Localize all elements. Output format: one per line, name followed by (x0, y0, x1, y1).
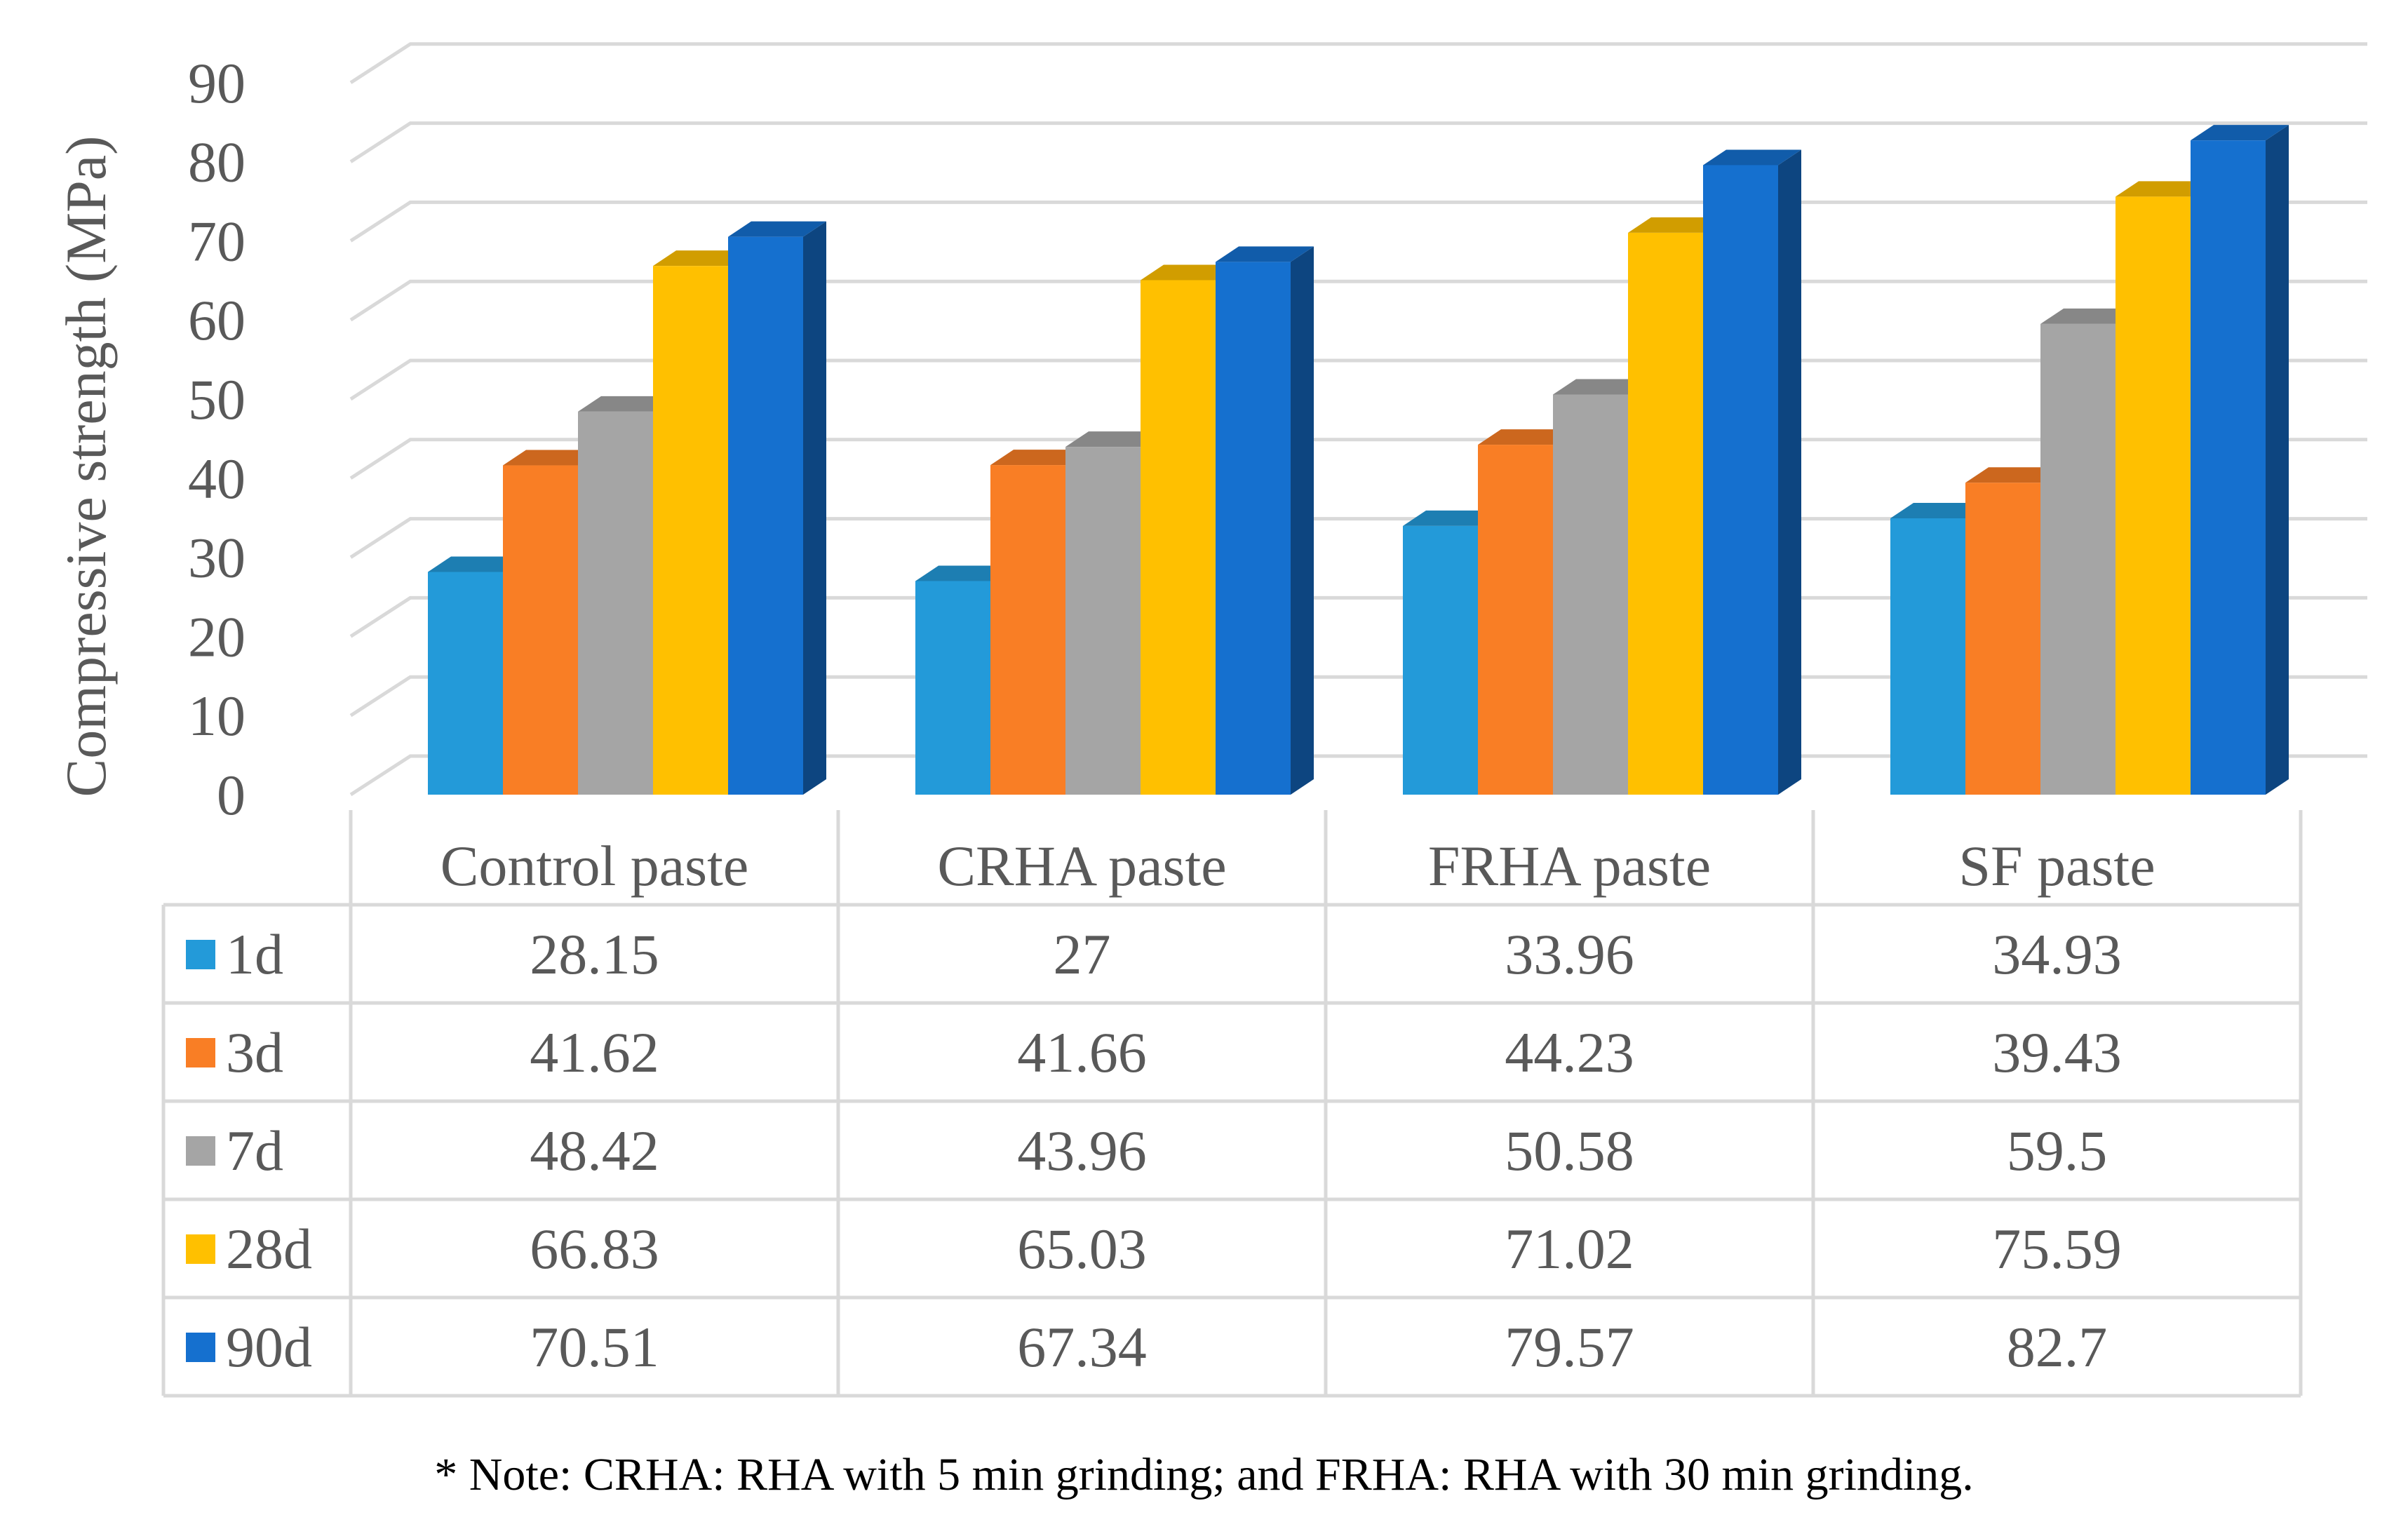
y-tick-label: 0 (217, 763, 245, 827)
bar-28d-1 (1141, 280, 1216, 795)
y-tick-label: 80 (188, 130, 245, 194)
bar-top (503, 450, 601, 466)
bar-7d-0 (578, 411, 653, 795)
bar-top (2116, 181, 2214, 197)
table-cell: 79.57 (1505, 1315, 1634, 1379)
bar-top (428, 556, 526, 572)
bar-top (1478, 429, 1576, 445)
bar-top (1141, 264, 1239, 281)
legend-label-1d: 1d (226, 922, 283, 986)
bar-top (1965, 467, 2064, 483)
bar-7d-3 (2040, 323, 2116, 795)
bar-top (2040, 308, 2139, 324)
y-tick-label: 10 (188, 684, 245, 748)
bar-top (1703, 149, 1801, 166)
table-cell: 43.96 (1017, 1119, 1147, 1183)
y-axis-ticks: 0 10 20 30 40 50 60 70 80 90 (188, 51, 245, 827)
legend-swatch-1d (186, 940, 215, 969)
category-label: CRHA paste (937, 834, 1226, 898)
y-tick-label: 40 (188, 447, 245, 511)
table-cell: 41.62 (530, 1020, 659, 1084)
table-cell: 70.51 (530, 1315, 659, 1379)
gridline (349, 121, 2367, 163)
legend-swatch-3d (186, 1038, 215, 1067)
bar-90d-2 (1703, 165, 1778, 795)
bar-28d-0 (653, 266, 728, 795)
bar-side (803, 221, 826, 795)
bar-3d-2 (1478, 445, 1553, 795)
bar-1d-2 (1403, 525, 1478, 795)
y-tick-label: 20 (188, 605, 245, 668)
table-cell: 67.34 (1017, 1315, 1147, 1379)
table-cell: 44.23 (1505, 1020, 1634, 1084)
table-cell: 59.5 (2007, 1119, 2108, 1183)
category-label: FRHA paste (1428, 834, 1711, 898)
legend-label-28d: 28d (226, 1217, 312, 1281)
bar-3d-1 (990, 465, 1065, 795)
table-cell: 82.7 (2007, 1315, 2108, 1379)
bar-top (653, 250, 751, 267)
bar-top (1628, 217, 1726, 233)
bar-top (2191, 125, 2289, 141)
bar-top (1216, 246, 1314, 262)
bar-7d-1 (1065, 447, 1141, 795)
legend-swatch-7d (186, 1136, 215, 1166)
bar-top (915, 565, 1014, 581)
table-cell: 71.02 (1505, 1217, 1634, 1281)
y-tick-label: 70 (188, 209, 245, 273)
table-cell: 41.66 (1017, 1020, 1147, 1084)
y-tick-label: 50 (188, 368, 245, 431)
table-cell: 65.03 (1017, 1217, 1147, 1281)
category-label: SF paste (1958, 834, 2155, 898)
bar-90d-0 (728, 236, 803, 795)
bar-side (1291, 246, 1314, 795)
legend-label-3d: 3d (226, 1020, 283, 1084)
bar-top (728, 221, 826, 237)
bar-1d-1 (915, 581, 990, 795)
gridline (349, 42, 2367, 84)
bar-1d-0 (428, 572, 503, 795)
bar-1d-3 (1890, 518, 1965, 795)
table-cell: 66.83 (530, 1217, 659, 1281)
bar-7d-2 (1553, 394, 1628, 795)
legend-swatch-28d (186, 1234, 215, 1264)
table-cell: 39.43 (1992, 1020, 2122, 1084)
y-tick-label: 30 (188, 526, 245, 590)
bar-top (1403, 510, 1501, 526)
bar-top (1890, 502, 1989, 518)
chart: 0 10 20 30 40 50 60 70 80 90 Compressive strength… (54, 42, 2367, 1398)
bar-top (1065, 431, 1164, 447)
gridline (349, 200, 2367, 243)
legend-label-90d: 90d (226, 1315, 312, 1379)
footnote: * Note: CRHA: RHA with 5 min grinding; a… (434, 1449, 1974, 1500)
bar-28d-2 (1628, 232, 1703, 795)
bar-90d-1 (1216, 262, 1291, 795)
table-cell: 28.15 (530, 922, 659, 986)
bar-side (2266, 125, 2289, 795)
table-cell: 34.93 (1992, 922, 2122, 986)
y-axis-label: Compressive strength (MPa) (54, 136, 118, 797)
gridlines (349, 42, 2367, 797)
table-cell: 48.42 (530, 1119, 659, 1183)
table-cell: 33.96 (1505, 922, 1634, 986)
bar-top (1553, 379, 1651, 395)
bar-90d-3 (2191, 140, 2266, 795)
table-cell: 75.59 (1992, 1217, 2122, 1281)
bar-side (1778, 149, 1801, 795)
data-table: Control paste CRHA paste FRHA paste SF past… (161, 810, 2303, 1398)
bar-3d-0 (503, 465, 578, 795)
legend-label-7d: 7d (226, 1119, 283, 1183)
y-tick-label: 90 (188, 51, 245, 115)
y-tick-label: 60 (188, 288, 245, 352)
bar-3d-3 (1965, 483, 2040, 795)
bar-top (990, 450, 1089, 466)
bar-28d-3 (2116, 196, 2191, 795)
bar-top (578, 396, 676, 412)
category-label: Control paste (440, 834, 749, 898)
legend-swatch-90d (186, 1333, 215, 1362)
table-cell: 50.58 (1505, 1119, 1634, 1183)
table-cell: 27 (1054, 922, 1111, 986)
bars (428, 125, 2289, 795)
